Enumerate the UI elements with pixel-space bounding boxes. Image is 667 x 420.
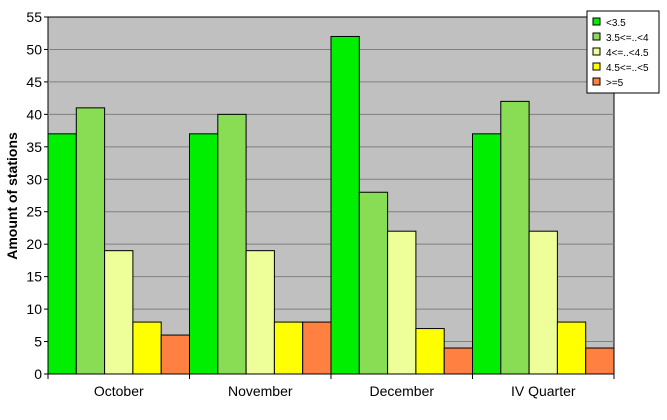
bars (47, 35, 615, 375)
y-tick-label: 50 (26, 41, 42, 57)
bar (415, 328, 445, 375)
legend: <3.5 3.5<=..<4 4<=..<4.5 4.5<=..<5 >=5 (586, 10, 660, 94)
bar (302, 321, 332, 375)
legend-label: 4.5<=..<5 (606, 63, 649, 74)
legend-swatch (592, 77, 601, 86)
x-axis-ticks: October November December IV Quarter (47, 374, 615, 399)
bar (585, 347, 615, 375)
bar (245, 250, 275, 375)
x-tick-label: November (228, 383, 293, 399)
bar (330, 35, 360, 375)
y-tick-label: 35 (26, 139, 42, 155)
legend-swatch (592, 47, 601, 56)
bar (273, 321, 304, 375)
legend-swatch (592, 17, 601, 26)
legend-label: 4<=..<4.5 (606, 48, 649, 59)
bar (217, 113, 247, 375)
y-tick-label: 20 (26, 236, 42, 252)
bar (132, 321, 162, 375)
y-tick-label: 25 (26, 204, 42, 220)
bar (472, 133, 502, 375)
bar (387, 230, 417, 375)
legend-label: <3.5 (606, 18, 626, 29)
bar (47, 133, 77, 375)
y-tick-label: 15 (26, 269, 42, 285)
x-tick-label: October (94, 383, 144, 399)
bar (443, 347, 474, 375)
legend-swatch (592, 62, 601, 71)
bar (160, 334, 190, 375)
y-axis-ticks: 0 5 10 15 20 25 30 35 40 45 50 55 (26, 9, 48, 382)
y-axis-label: Amount of stations (4, 132, 20, 260)
bar (358, 191, 389, 375)
y-tick-label: 45 (26, 74, 42, 90)
y-tick-label: 5 (34, 334, 42, 350)
legend-swatch (592, 32, 601, 41)
legend-label: >=5 (606, 78, 624, 89)
x-tick-label: December (369, 383, 434, 399)
legend-label: 3.5<=..<4 (606, 33, 649, 44)
bar (189, 133, 219, 375)
y-tick-label: 10 (26, 301, 42, 317)
bar (104, 250, 134, 375)
y-tick-label: 40 (26, 106, 42, 122)
bar (556, 321, 587, 375)
y-tick-label: 0 (34, 366, 42, 382)
y-tick-label: 55 (26, 9, 42, 25)
bar (500, 100, 530, 375)
bar (75, 107, 106, 375)
bar (528, 230, 558, 375)
y-tick-label: 30 (26, 171, 42, 187)
x-tick-label: IV Quarter (511, 383, 576, 399)
